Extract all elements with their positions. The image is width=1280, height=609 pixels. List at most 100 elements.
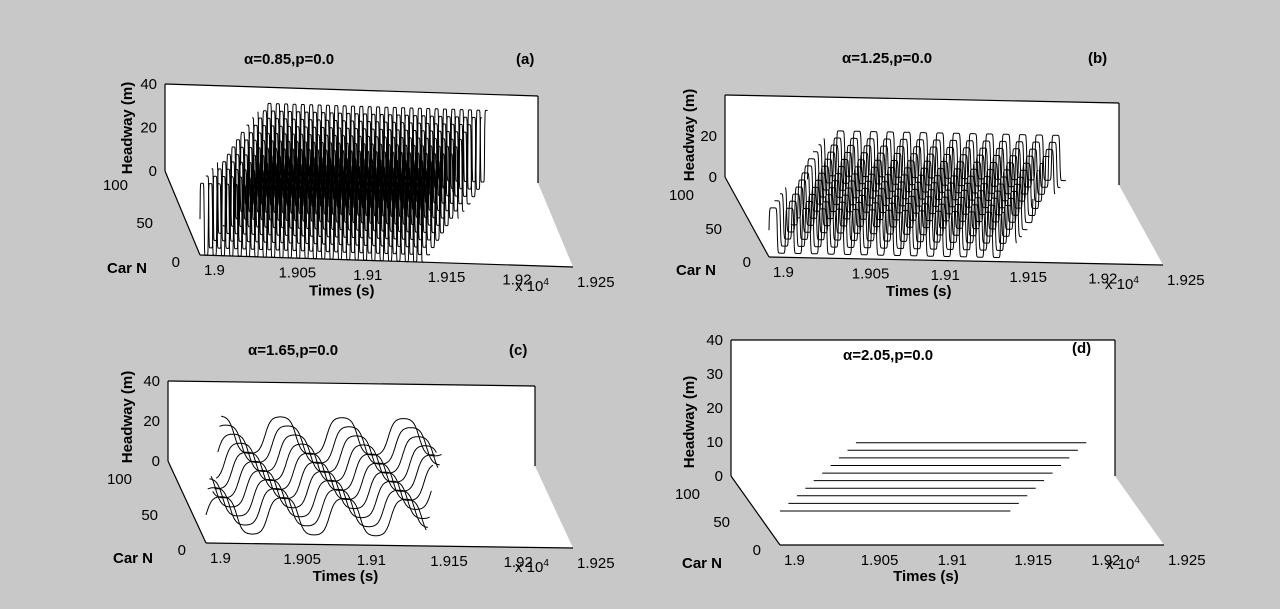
z-tick-label: 40 [706, 332, 723, 349]
x-tick-label: 1.925 [577, 555, 615, 572]
y-axis-line [164, 170, 201, 256]
x-tick-label: 1.905 [283, 551, 321, 568]
series-line-car-88 [219, 424, 440, 466]
x-axis-line [768, 256, 1164, 266]
plot-surface [725, 95, 1163, 265]
x-tick-label: 1.905 [861, 552, 899, 569]
z-tick-label: 10 [706, 434, 723, 451]
z-axis-label: Headway (m) [119, 82, 136, 175]
subplot-a: 1.9 1.905 1.91 1.915 1.92 1.925 0 50 100 0 20 40 Tim… [103, 51, 615, 300]
z-tick-label: 40 [143, 373, 160, 390]
series-line-car-99 [221, 415, 442, 457]
x-tick-label: 1.92 [1091, 552, 1120, 569]
x-tick-label: 1.92 [1088, 270, 1117, 287]
chart-title: α=1.65,p=0.0 [248, 342, 338, 359]
series-lines [199, 102, 488, 263]
y-tick-label: 100 [107, 471, 132, 488]
chart-title: α=0.85,p=0.0 [244, 51, 334, 68]
x-tick-label: 1.91 [931, 267, 960, 284]
series-line-car-63 [240, 131, 465, 212]
panel-label: (c) [509, 342, 527, 359]
x-axis-label: Times (s) [309, 283, 375, 300]
series-line-car-11 [207, 487, 429, 528]
y-axis-label: Car N [676, 262, 716, 279]
z-tick-label: 30 [706, 366, 723, 383]
y-axis-line [167, 460, 207, 544]
top-back-edge [167, 380, 536, 387]
series-line-car-99 [829, 130, 1066, 182]
z-tick-labels: 0 20 40 [140, 76, 157, 180]
z-tick-label: 0 [709, 169, 717, 186]
y-axis-line [724, 176, 770, 258]
y-tick-label: 0 [743, 254, 751, 271]
subplot-b: 1.9 1.905 1.91 1.915 1.92 1.925 0 50 100 0 20 Times… [669, 50, 1205, 300]
series-lines [205, 415, 442, 537]
y-tick-labels: 0 50 100 [675, 486, 761, 559]
x-tick-label: 1.925 [1168, 552, 1206, 569]
x-tick-labels: 1.9 1.905 1.91 1.915 1.92 1.925 [784, 552, 1206, 569]
series-line-car-81 [252, 117, 477, 198]
z-tick-label: 20 [706, 400, 723, 417]
x-tick-label: 1.915 [430, 553, 468, 570]
panel-label: (b) [1088, 50, 1107, 67]
x-axis-multiplier: x 104 [515, 277, 549, 295]
y-tick-label: 100 [103, 177, 128, 194]
x-tick-label: 1.915 [1009, 269, 1047, 286]
x-axis-multiplier: x 104 [515, 558, 549, 576]
panel-label: (d) [1072, 340, 1091, 357]
y-tick-label: 50 [136, 215, 153, 232]
z-tick-labels: 0 10 20 30 40 [706, 332, 723, 485]
series-line-car-99 [263, 102, 488, 183]
chart-title: α=1.25,p=0.0 [842, 50, 932, 67]
series-lines [780, 442, 1087, 512]
x-axis-line [199, 254, 574, 268]
top-back-edge [724, 94, 1120, 104]
x-tick-label: 1.9 [204, 262, 225, 279]
subplot-d: 1.9 1.905 1.91 1.915 1.92 1.925 0 50 100 0 10 20 30 4… [675, 332, 1206, 585]
z-tick-label: 20 [140, 120, 157, 137]
series-line-car-0 [205, 496, 427, 537]
series-lines [768, 130, 1066, 258]
x-tick-label: 1.915 [1014, 552, 1052, 569]
series-line-car-77 [217, 433, 439, 474]
x-tick-labels: 1.9 1.905 1.91 1.915 1.92 1.925 [210, 550, 615, 572]
x-tick-label: 1.91 [357, 552, 386, 569]
x-tick-labels: 1.9 1.905 1.91 1.915 1.92 1.925 [204, 262, 615, 291]
y-tick-labels: 0 50 100 [103, 177, 180, 271]
z-tick-label: 40 [140, 76, 157, 93]
z-axis-label: Headway (m) [119, 371, 136, 464]
y-axis-label: Car N [113, 550, 153, 567]
chart-title: α=2.05,p=0.0 [843, 347, 933, 364]
z-axis-label: Headway (m) [681, 376, 698, 469]
panel-label: (a) [516, 51, 534, 68]
series-line-car-18 [211, 168, 436, 249]
y-tick-label: 50 [713, 514, 730, 531]
x-axis-label: Times (s) [313, 568, 379, 585]
y-axis-label: Car N [682, 555, 722, 572]
z-tick-label: 0 [152, 453, 160, 470]
z-tick-labels: 0 20 [700, 128, 717, 186]
series-line-car-36 [790, 179, 1028, 231]
y-tick-label: 0 [753, 542, 761, 559]
z-tick-labels: 0 20 40 [143, 373, 160, 470]
x-axis-label: Times (s) [893, 568, 959, 585]
y-axis-label: Car N [107, 260, 147, 277]
series-line-car-72 [246, 124, 471, 205]
x-tick-label: 1.905 [279, 264, 317, 281]
x-axis-multiplier: x 104 [1105, 275, 1139, 293]
x-tick-label: 1.91 [938, 552, 967, 569]
z-tick-label: 20 [143, 413, 160, 430]
y-tick-label: 50 [141, 507, 158, 524]
x-axis-line [205, 542, 574, 549]
y-tick-label: 0 [178, 542, 186, 559]
y-tick-label: 0 [172, 254, 180, 271]
z-axis-label: Headway (m) [681, 89, 698, 182]
x-tick-label: 1.925 [577, 274, 615, 291]
y-tick-label: 50 [705, 221, 722, 238]
y-tick-labels: 0 50 100 [669, 187, 751, 271]
y-tick-label: 100 [675, 486, 700, 503]
x-axis-multiplier: x 104 [1106, 555, 1140, 573]
z-tick-label: 0 [715, 468, 723, 485]
x-tick-label: 1.9 [784, 552, 805, 569]
x-tick-label: 1.91 [353, 267, 382, 284]
